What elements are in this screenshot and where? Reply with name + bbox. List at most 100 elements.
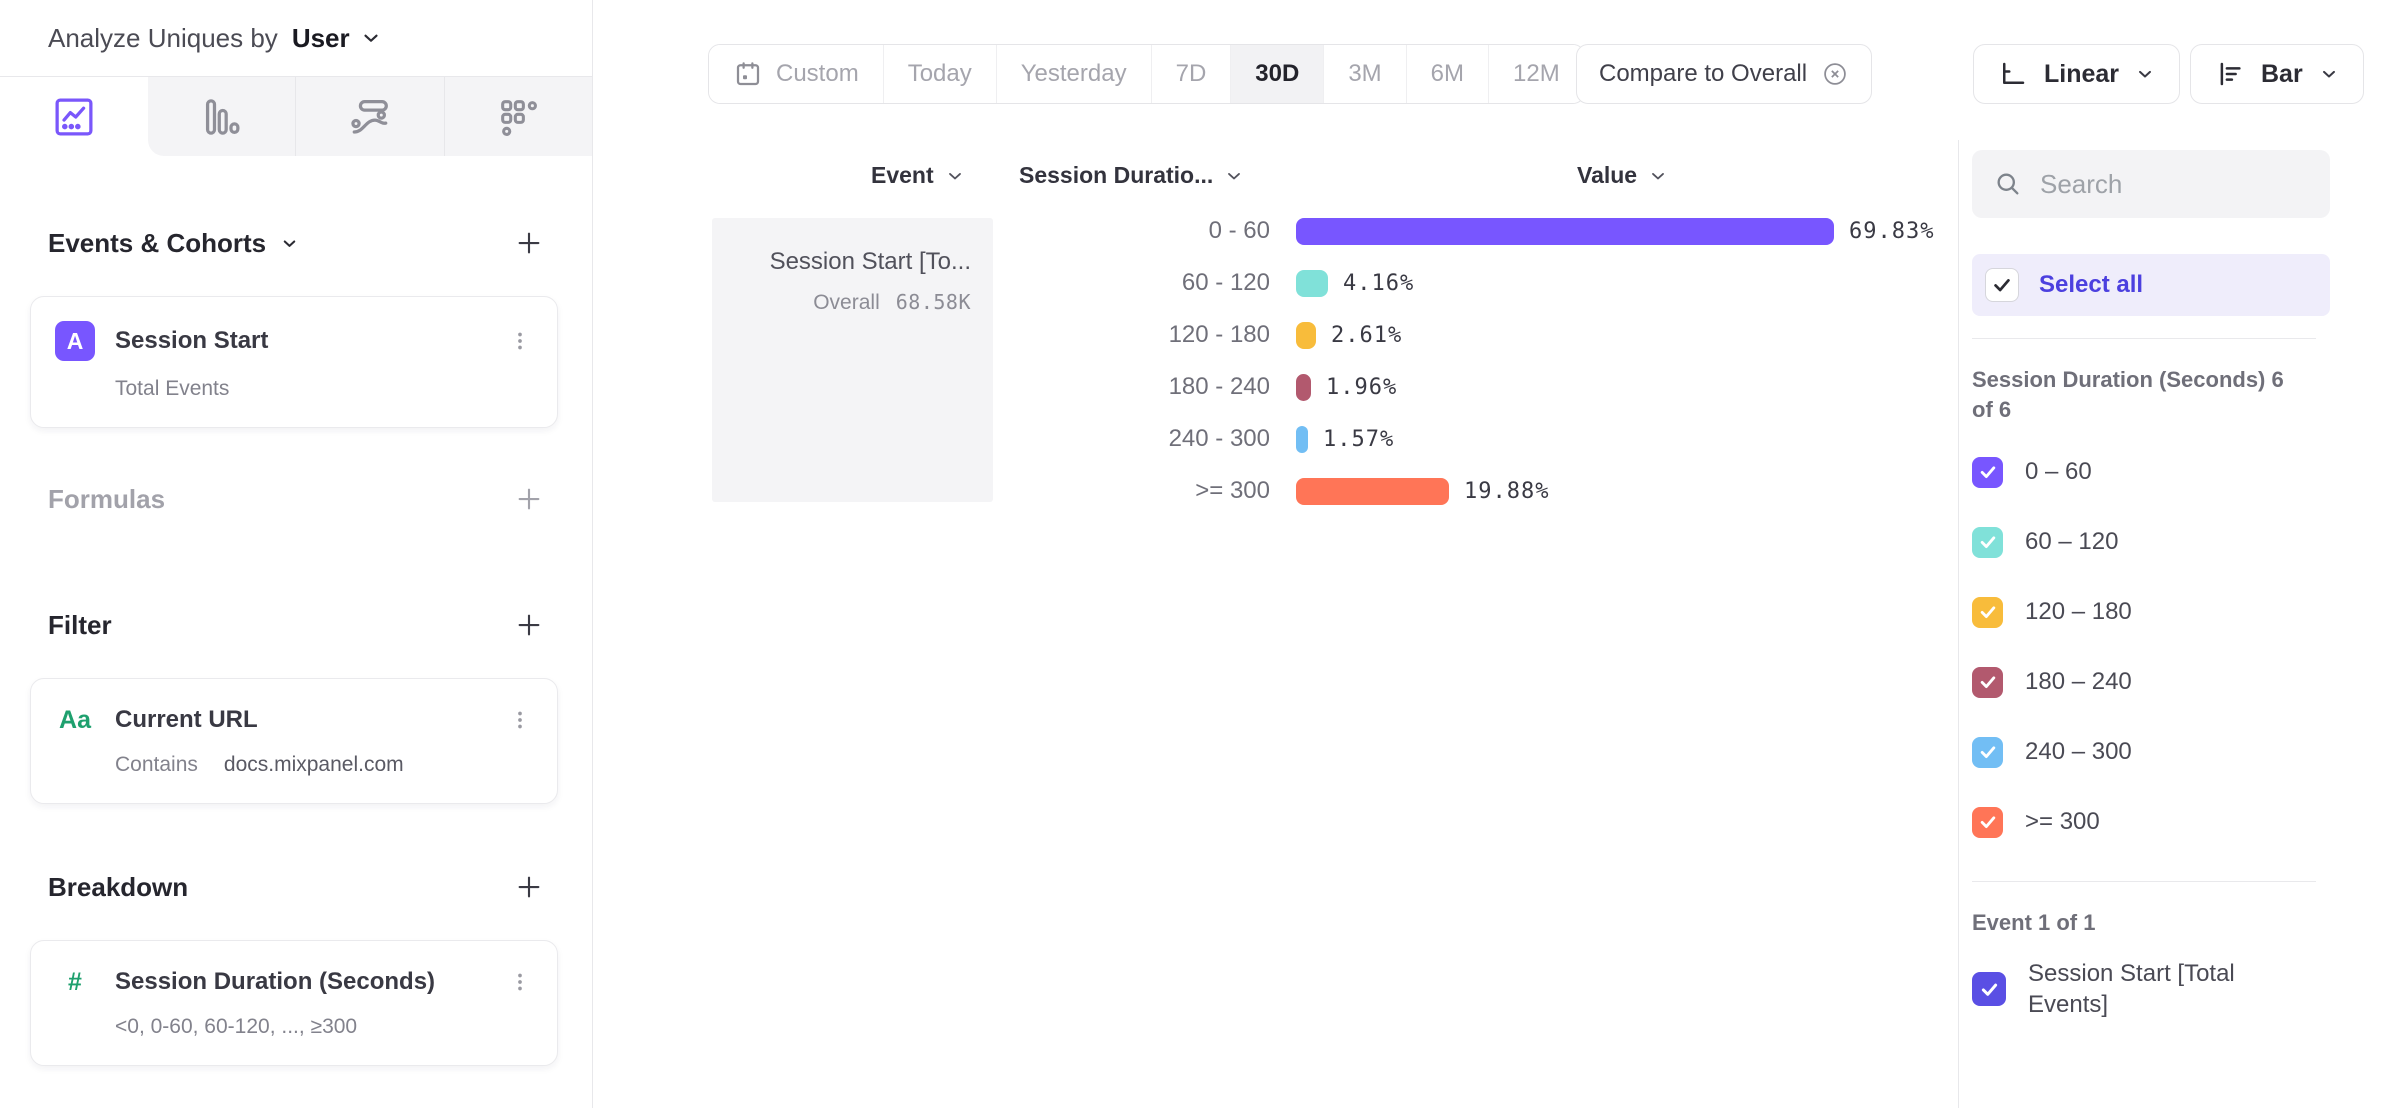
legend-item-label: 120 – 180 xyxy=(2025,598,2132,625)
scale-dropdown-value: Linear xyxy=(2044,59,2120,88)
chart-main-area: Custom Today Yesterday 7D 30D 3M 6M 12M … xyxy=(594,0,2398,1108)
events-section-title[interactable]: Events & Cohorts xyxy=(48,228,299,259)
chart-type-dropdown[interactable]: Bar xyxy=(2190,44,2364,104)
event-checkbox[interactable] xyxy=(1972,972,2006,1006)
chart-bar[interactable] xyxy=(1296,425,1308,453)
date-range-3m[interactable]: 3M xyxy=(1324,45,1407,103)
breakdown-card-menu-button[interactable] xyxy=(503,965,537,999)
date-range-custom[interactable]: Custom xyxy=(709,45,884,103)
divider xyxy=(1972,881,2316,882)
tab-insights[interactable] xyxy=(0,77,148,156)
date-range-30d[interactable]: 30D xyxy=(1231,45,1325,103)
flows-icon xyxy=(347,94,393,140)
events-section-header: Events & Cohorts xyxy=(30,224,558,262)
select-all-row[interactable]: Select all xyxy=(1972,254,2330,316)
date-range-7d[interactable]: 7D xyxy=(1151,45,1232,103)
breakdown-buckets[interactable]: <0, 0-60, 60-120, ..., ≥300 xyxy=(115,1015,358,1038)
compare-to-overall-chip[interactable]: Compare to Overall xyxy=(1576,44,1873,104)
legend-item-label: 180 – 240 xyxy=(2025,668,2132,695)
legend-item[interactable]: 180 – 240 xyxy=(1972,647,2330,717)
numeric-property-icon: # xyxy=(68,967,82,996)
legend-item[interactable]: >= 300 xyxy=(1972,787,2330,857)
overall-value: 68.58K xyxy=(895,290,971,314)
chevron-down-icon xyxy=(2135,64,2155,84)
tab-retention[interactable] xyxy=(443,77,592,156)
filter-operator[interactable]: Contains xyxy=(115,753,198,776)
chart-bar[interactable] xyxy=(1296,217,1834,245)
analyze-entity-dropdown[interactable]: User xyxy=(292,23,382,54)
remove-compare-icon[interactable] xyxy=(1821,60,1849,88)
chart-row-label: 60 - 120 xyxy=(1181,269,1270,296)
chart-bar[interactable] xyxy=(1296,269,1328,297)
column-header-breakdown[interactable]: Session Duratio... xyxy=(1019,162,1244,189)
chevron-down-icon xyxy=(360,27,382,49)
legend-item-checkbox[interactable] xyxy=(1972,526,2003,558)
chevron-down-icon xyxy=(2319,64,2339,84)
add-event-button[interactable] xyxy=(510,224,548,262)
legend-item-checkbox[interactable] xyxy=(1972,806,2003,838)
chevron-down-icon xyxy=(280,234,299,253)
analyze-label: Analyze Uniques by xyxy=(48,22,278,53)
legend-item-label: 60 – 120 xyxy=(2025,528,2119,555)
legend-item-checkbox[interactable] xyxy=(1972,736,2003,768)
add-formula-button[interactable] xyxy=(510,480,548,518)
string-property-icon: Aa xyxy=(59,705,91,734)
filter-card-current-url[interactable]: Aa Current URL Contains docs.mixpanel.co… xyxy=(30,678,558,804)
compare-chip-label: Compare to Overall xyxy=(1599,60,1808,87)
breakdown-card-session-duration[interactable]: # Session Duration (Seconds) <0, 0-60, 6… xyxy=(30,940,558,1066)
legend-items: 0 – 60 60 – 120 120 – 180 180 – 240 240 … xyxy=(1972,437,2330,857)
date-range-6m[interactable]: 6M xyxy=(1406,45,1489,103)
chart-bar-value: 2.61% xyxy=(1331,322,1403,348)
date-range-selector: Custom Today Yesterday 7D 30D 3M 6M 12M xyxy=(708,44,1585,104)
legend-item-checkbox[interactable] xyxy=(1972,456,2003,488)
event-card-title: Session Start xyxy=(115,327,269,354)
legend-item-label: 0 – 60 xyxy=(2025,458,2092,485)
legend-item[interactable]: 0 – 60 xyxy=(1972,437,2330,507)
event-row-cell[interactable]: Session Start [To... Overall 68.58K xyxy=(712,218,993,502)
event-card-menu-button[interactable] xyxy=(503,324,537,358)
select-all-label: Select all xyxy=(2039,271,2144,298)
chevron-down-icon xyxy=(1648,166,1668,186)
legend-item[interactable]: 240 – 300 xyxy=(1972,717,2330,787)
date-range-option-label: 3M xyxy=(1348,60,1382,87)
tab-flows[interactable] xyxy=(295,77,444,156)
event-card-session-start[interactable]: A Session Start Total Events xyxy=(30,296,558,428)
legend-panel: Select all Session Duration (Seconds) 6 … xyxy=(1959,140,2398,1108)
column-header-event[interactable]: Event xyxy=(871,162,965,189)
retention-grid-icon xyxy=(495,94,541,140)
filter-value[interactable]: docs.mixpanel.com xyxy=(223,753,404,776)
chart-row: 180 - 240 1.96% xyxy=(594,361,2398,413)
select-all-checkbox[interactable] xyxy=(1985,268,2019,302)
legend-event-item[interactable]: Session Start [Total Events] xyxy=(1972,958,2330,1020)
legend-item[interactable]: 120 – 180 xyxy=(1972,577,2330,647)
event-card-aggregation[interactable]: Total Events xyxy=(115,377,230,400)
legend-item-checkbox[interactable] xyxy=(1972,666,2003,698)
add-filter-button[interactable] xyxy=(510,606,548,644)
date-range-12m[interactable]: 12M xyxy=(1489,45,1584,103)
search-input[interactable] xyxy=(2040,168,2308,200)
insights-chart-icon xyxy=(51,94,97,140)
date-range-yesterday[interactable]: Yesterday xyxy=(996,45,1152,103)
date-range-option-label: 12M xyxy=(1513,60,1560,87)
filter-card-menu-button[interactable] xyxy=(503,703,537,737)
legend-item[interactable]: 60 – 120 xyxy=(1972,507,2330,577)
legend-item-checkbox[interactable] xyxy=(1972,596,2003,628)
event-cell-title: Session Start [To... xyxy=(769,248,971,275)
scale-dropdown[interactable]: Linear xyxy=(1973,44,2181,104)
add-breakdown-button[interactable] xyxy=(510,868,548,906)
filter-section-title: Filter xyxy=(48,609,112,640)
chart-bar[interactable] xyxy=(1296,321,1316,349)
chart-row: 240 - 300 1.57% xyxy=(594,413,2398,465)
column-header-value[interactable]: Value xyxy=(1577,162,1668,189)
bar-chart-icon xyxy=(2215,59,2245,89)
date-range-today[interactable]: Today xyxy=(883,45,997,103)
tab-funnels[interactable] xyxy=(147,77,295,156)
chevron-down-icon xyxy=(1224,166,1244,186)
overall-label: Overall xyxy=(813,291,880,314)
panel-divider xyxy=(1958,140,1959,1108)
chart-bar[interactable] xyxy=(1296,477,1449,505)
chart-row: >= 300 19.88% xyxy=(594,465,2398,517)
linear-axis-icon xyxy=(1998,59,2028,89)
chart-row-label: >= 300 xyxy=(1195,477,1270,504)
chart-bar[interactable] xyxy=(1296,373,1311,401)
